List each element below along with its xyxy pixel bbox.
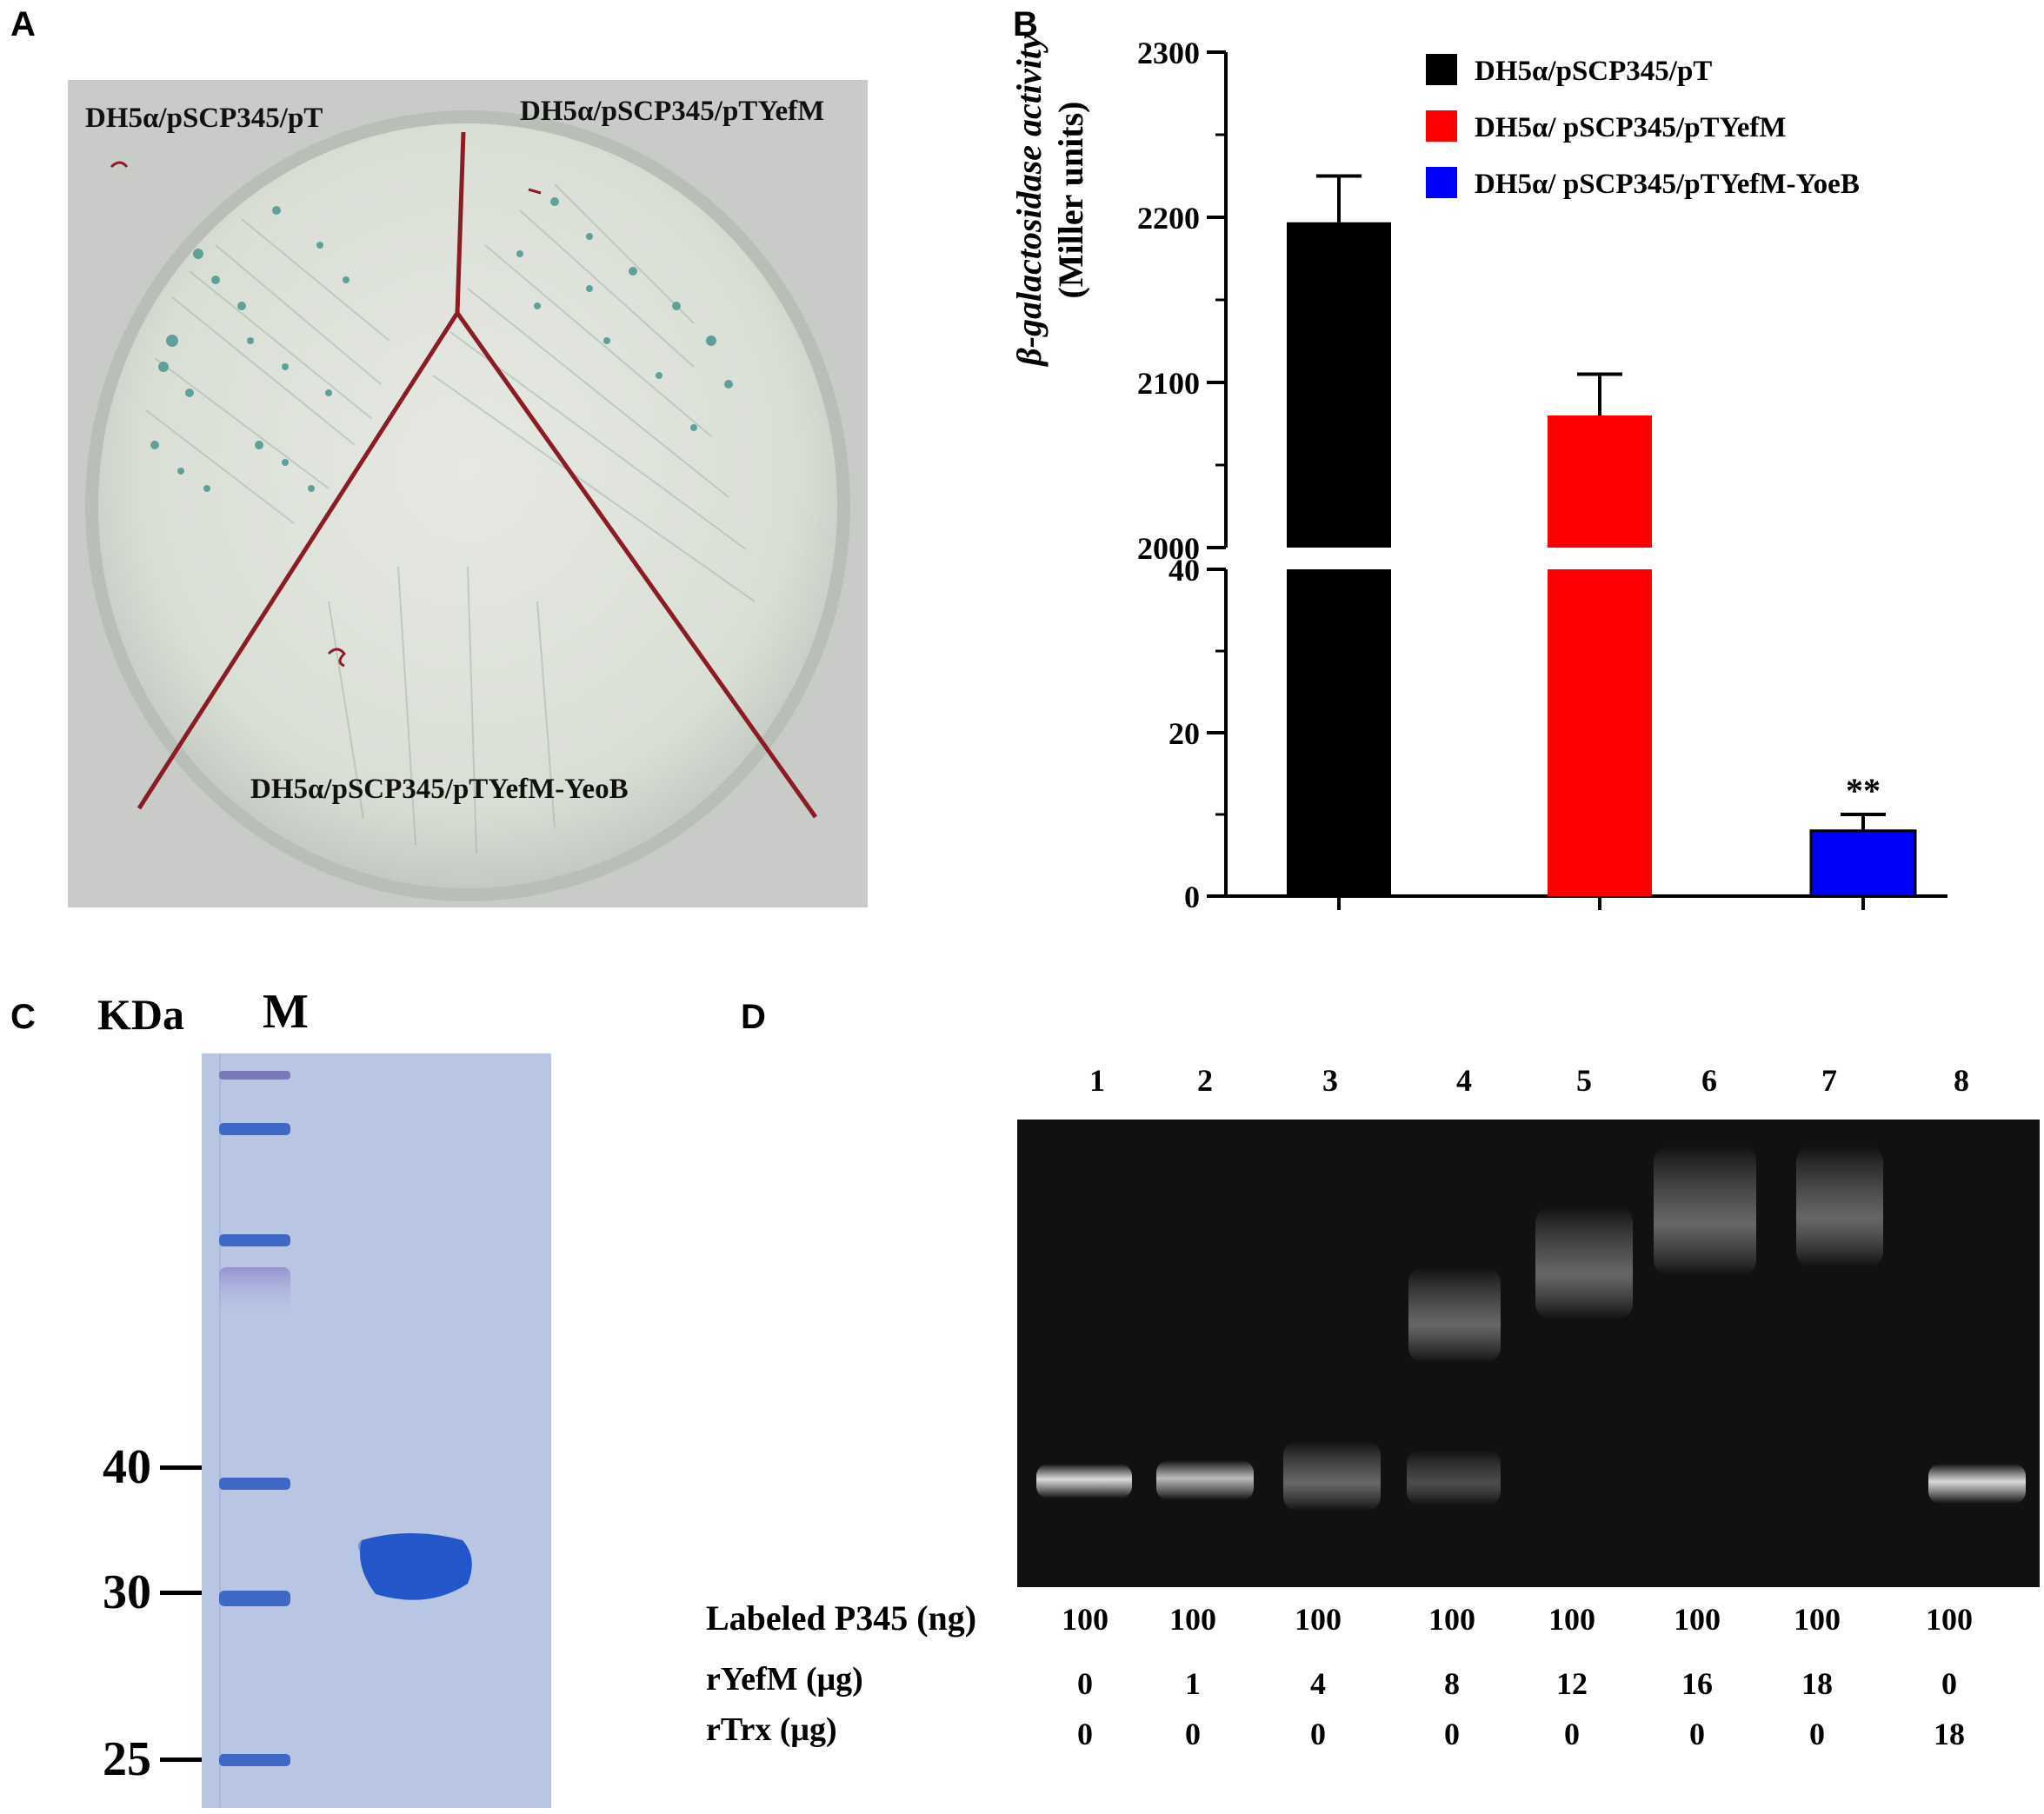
legend-label-3: DH5α/ pSCP345/pTYefM-YoeB <box>1475 169 1860 200</box>
table-cell: 0 <box>1185 1717 1201 1751</box>
bar-2-lower <box>1548 569 1652 896</box>
colonies <box>150 197 733 492</box>
legend-swatch-2 <box>1426 110 1457 142</box>
shifted-complex-bands <box>1408 1146 1883 1363</box>
table-cell: 18 <box>1934 1717 1965 1751</box>
kda-label: KDa <box>97 990 184 1039</box>
bar-3 <box>1809 829 1917 898</box>
target-protein-band <box>360 1533 472 1600</box>
panel-d-letter: D <box>741 998 766 1036</box>
plate-label-top-left: DH5α/pSCP345/pT <box>85 103 323 134</box>
table-cell: 100 <box>1295 1602 1342 1637</box>
mw-40-label: 40 <box>103 1440 151 1494</box>
sector-marks <box>110 161 542 668</box>
sds-page-gel <box>202 1053 551 1808</box>
mw-30-label: 30 <box>103 1565 151 1619</box>
table-cell: 0 <box>1564 1717 1580 1751</box>
mw-25-label: 25 <box>103 1732 151 1786</box>
table-cell: 100 <box>1169 1602 1216 1637</box>
panel-a-letter: A <box>10 5 36 43</box>
table-cell: 0 <box>1310 1717 1326 1751</box>
table-cell: 100 <box>1062 1602 1109 1637</box>
bar-1-upper <box>1287 222 1391 548</box>
mw-25-tick <box>160 1758 202 1762</box>
lane-number-1: 1 <box>1089 1063 1105 1098</box>
plate-label-bottom: DH5α/pSCP345/pTYefM-YeoB <box>250 774 629 805</box>
y-axis-label-line1: β-galactosidase activity <box>1009 34 1049 366</box>
table-cell: 8 <box>1444 1666 1460 1701</box>
marker-lane-label: M <box>263 985 309 1039</box>
row-label-2: rYefM (μg) <box>706 1661 863 1698</box>
panel-c-letter: C <box>10 998 36 1036</box>
mw-30-tick <box>160 1591 202 1595</box>
table-cell: 18 <box>1801 1666 1833 1701</box>
y-tick-label-2300: 2300 <box>1137 36 1200 70</box>
table-cell: 100 <box>1674 1602 1721 1637</box>
legend-label-1: DH5α/pSCP345/pT <box>1475 56 1712 87</box>
lane-number-2: 2 <box>1197 1063 1213 1098</box>
bar-1-lower <box>1287 569 1391 896</box>
table-cell: 0 <box>1077 1717 1093 1751</box>
petri-dish-photo <box>68 80 868 907</box>
free-probe-bands <box>1036 1441 2026 1511</box>
y-tick-label-2200: 2200 <box>1137 201 1200 236</box>
y-tick-label-2100: 2100 <box>1137 366 1200 401</box>
table-cell: 0 <box>1809 1717 1825 1751</box>
table-cell: 100 <box>1428 1602 1475 1637</box>
marker-bands <box>219 1071 290 1766</box>
table-cell: 100 <box>1926 1602 1973 1637</box>
mw-40-tick <box>160 1465 202 1470</box>
petri-dish-drawing <box>85 110 850 901</box>
significance-marker: ** <box>1846 771 1881 810</box>
table-cell: 1 <box>1185 1666 1201 1701</box>
panel-b-letter: B <box>1013 5 1038 43</box>
plate-label-top-right: DH5α/pSCP345/pTYefM <box>520 96 825 127</box>
y-tick-label-40: 40 <box>1168 553 1200 588</box>
y-axis-label: β-galactosidase activity (Miller units) <box>1009 0 1092 461</box>
streak-lines <box>145 183 756 854</box>
table-cell: 100 <box>1794 1602 1841 1637</box>
lane-number-7: 7 <box>1821 1063 1837 1098</box>
sector-dividers <box>136 131 818 819</box>
lane-number-6: 6 <box>1701 1063 1717 1098</box>
sds-page-drawing <box>219 1054 472 1807</box>
table-cell: 0 <box>1444 1717 1460 1751</box>
legend-label-2: DH5α/ pSCP345/pTYefM <box>1475 112 1787 143</box>
table-cell: 0 <box>1689 1717 1705 1751</box>
table-cell: 0 <box>1941 1666 1957 1701</box>
table-cell: 4 <box>1310 1666 1326 1701</box>
y-axis-label-line2: (Miller units) <box>1051 101 1090 299</box>
emsa-gel-drawing <box>1036 1146 2026 1511</box>
table-cell: 16 <box>1681 1666 1713 1701</box>
lane-number-5: 5 <box>1576 1063 1592 1098</box>
table-cell: 100 <box>1548 1602 1595 1637</box>
agar-surface <box>98 123 837 888</box>
legend-swatch-3 <box>1426 167 1457 198</box>
lane-number-4: 4 <box>1456 1063 1472 1098</box>
lane-number-3: 3 <box>1322 1063 1338 1098</box>
emsa-gel <box>1017 1120 2040 1587</box>
table-cell: 12 <box>1556 1666 1588 1701</box>
legend-swatch-1 <box>1426 54 1457 85</box>
y-tick-label-20: 20 <box>1168 716 1200 751</box>
y-tick-label-2000: 2000 <box>1137 531 1200 566</box>
bar-2-upper <box>1548 415 1652 548</box>
lane-number-8: 8 <box>1954 1063 1969 1098</box>
table-cell: 0 <box>1077 1666 1093 1701</box>
y-tick-label-0: 0 <box>1184 880 1200 914</box>
row-label-1: Labeled P345 (ng) <box>706 1598 977 1638</box>
row-label-3: rTrx (μg) <box>706 1711 837 1748</box>
